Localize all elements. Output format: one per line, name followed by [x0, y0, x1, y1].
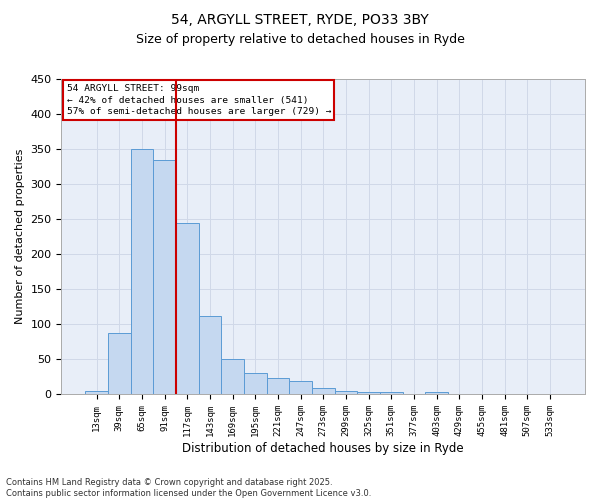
Bar	[153, 160, 176, 394]
Bar	[199, 316, 221, 394]
Bar	[380, 392, 403, 394]
Bar	[176, 222, 199, 394]
Bar	[425, 392, 448, 394]
Bar	[85, 391, 108, 394]
Text: Size of property relative to detached houses in Ryde: Size of property relative to detached ho…	[136, 32, 464, 46]
Y-axis label: Number of detached properties: Number of detached properties	[15, 149, 25, 324]
Bar	[221, 360, 244, 394]
Bar	[108, 333, 131, 394]
Bar	[335, 391, 357, 394]
Bar	[289, 381, 312, 394]
Text: 54, ARGYLL STREET, RYDE, PO33 3BY: 54, ARGYLL STREET, RYDE, PO33 3BY	[171, 12, 429, 26]
Bar	[357, 392, 380, 394]
Text: Contains HM Land Registry data © Crown copyright and database right 2025.
Contai: Contains HM Land Registry data © Crown c…	[6, 478, 371, 498]
Text: 54 ARGYLL STREET: 99sqm
← 42% of detached houses are smaller (541)
57% of semi-d: 54 ARGYLL STREET: 99sqm ← 42% of detache…	[67, 84, 331, 116]
X-axis label: Distribution of detached houses by size in Ryde: Distribution of detached houses by size …	[182, 442, 464, 455]
Bar	[312, 388, 335, 394]
Bar	[131, 149, 153, 394]
Bar	[244, 374, 266, 394]
Bar	[266, 378, 289, 394]
